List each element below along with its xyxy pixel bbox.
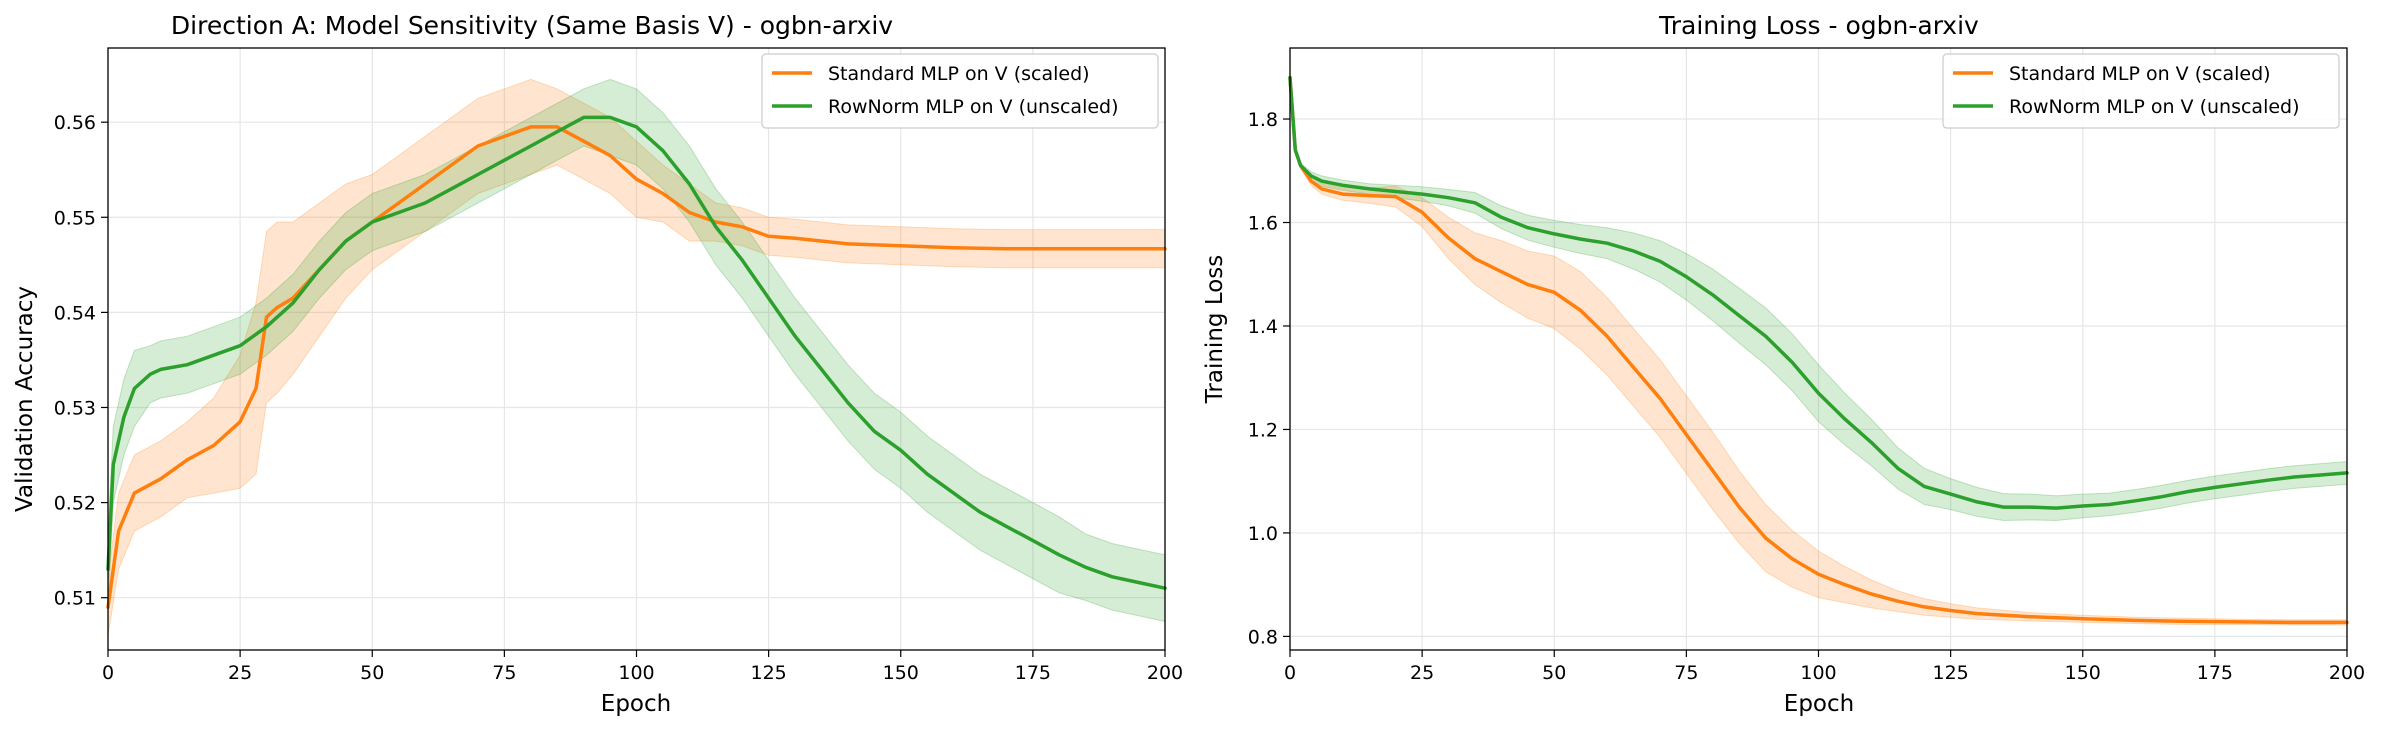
- x-tick-label: 175: [2197, 662, 2233, 684]
- y-tick-label: 0.53: [54, 397, 96, 419]
- y-tick-label: 0.51: [54, 588, 96, 610]
- y-tick-label: 0.52: [54, 493, 96, 515]
- legend: Standard MLP on V (scaled) RowNorm MLP o…: [1942, 53, 2340, 129]
- legend-box: [1942, 53, 2340, 129]
- y-axis-label: Training Loss: [1202, 255, 1228, 405]
- y-tick-label: 0.54: [54, 302, 96, 324]
- x-tick-label: 0: [102, 662, 114, 684]
- y-tick-label: 0.55: [54, 207, 96, 229]
- x-tick-label: 50: [360, 662, 384, 684]
- x-tick-label: 200: [2329, 662, 2365, 684]
- y-tick-label: 1.6: [1248, 213, 1278, 235]
- y-tick-label: 1.0: [1248, 523, 1278, 545]
- x-tick-label: 100: [1800, 662, 1836, 684]
- grid: [107, 48, 1166, 650]
- line-standard: [1288, 75, 2349, 625]
- y-tick-label: 1.2: [1248, 419, 1278, 441]
- series-lines: [1288, 75, 2349, 625]
- x-tick-label: 175: [1015, 662, 1051, 684]
- chart-title: Direction A: Model Sensitivity (Same Bas…: [171, 11, 893, 40]
- legend-label-standard: Standard MLP on V (scaled): [828, 63, 1090, 85]
- y-tick-label: 1.8: [1248, 109, 1278, 131]
- x-tick-label: 150: [883, 662, 919, 684]
- training-loss-chart: Training Loss - ogbn-arxiv 0 25 50 75 100 125…: [1202, 11, 2365, 717]
- y-tick-label: 1.4: [1248, 316, 1278, 338]
- x-axis-ticks: 0 25 50 75 100 125 150 175 200: [1284, 650, 2365, 684]
- x-tick-label: 200: [1147, 662, 1183, 684]
- legend-label-rownorm: RowNorm MLP on V (unscaled): [828, 96, 1119, 118]
- y-axis-label: Validation Accuracy: [12, 286, 38, 512]
- y-tick-label: 0.56: [54, 112, 96, 134]
- line-rownorm: [1288, 75, 2349, 510]
- y-axis-ticks: 0.8 1.0 1.2 1.4 1.6 1.8: [1248, 109, 1290, 648]
- line-rownorm: [106, 115, 1167, 590]
- x-tick-label: 0: [1284, 662, 1296, 684]
- x-tick-label: 25: [228, 662, 252, 684]
- x-axis-ticks: 0 25 50 75 100 125 150 175 200: [102, 650, 1183, 684]
- x-tick-label: 150: [2065, 662, 2101, 684]
- legend-box: [761, 53, 1159, 129]
- line-standard: [106, 125, 1167, 609]
- x-tick-label: 75: [1674, 662, 1698, 684]
- series-lines: [106, 115, 1167, 609]
- x-tick-label: 100: [618, 662, 654, 684]
- legend: Standard MLP on V (scaled) RowNorm MLP o…: [761, 53, 1159, 129]
- x-tick-label: 125: [1932, 662, 1968, 684]
- y-axis-ticks: 0.51 0.52 0.53 0.54 0.55 0.56: [54, 112, 108, 610]
- validation-accuracy-chart: Direction A: Model Sensitivity (Same Bas…: [12, 11, 1183, 717]
- x-tick-label: 75: [492, 662, 516, 684]
- x-tick-label: 125: [750, 662, 786, 684]
- x-tick-label: 25: [1410, 662, 1434, 684]
- x-axis-label: Epoch: [601, 691, 671, 717]
- y-tick-label: 0.8: [1248, 626, 1278, 648]
- x-axis-label: Epoch: [1784, 691, 1854, 717]
- x-tick-label: 50: [1542, 662, 1566, 684]
- legend-label-standard: Standard MLP on V (scaled): [2009, 63, 2271, 85]
- legend-label-rownorm: RowNorm MLP on V (unscaled): [2009, 96, 2300, 118]
- chart-title: Training Loss - ogbn-arxiv: [1658, 11, 1979, 40]
